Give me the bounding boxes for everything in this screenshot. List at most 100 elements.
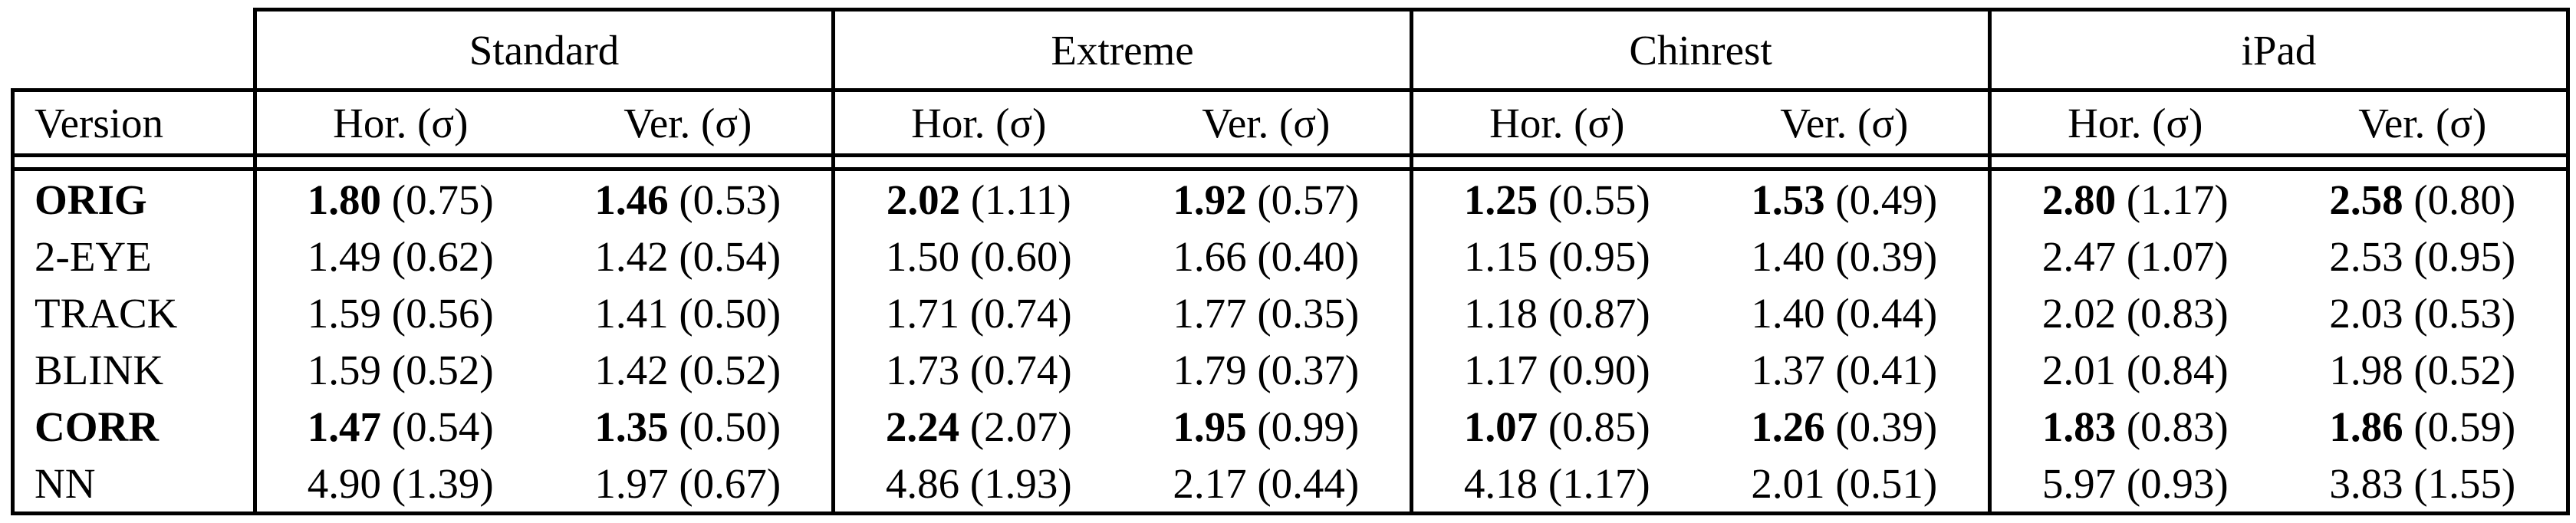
mean-value: 2.01 bbox=[2041, 346, 2117, 393]
value-cell: 2.24 (2.07) bbox=[834, 398, 1123, 455]
mean-value: 2.47 bbox=[2041, 232, 2117, 280]
sigma-value: (1.39) bbox=[381, 459, 494, 507]
corner-cell bbox=[12, 9, 255, 92]
sigma-value: (0.67) bbox=[668, 459, 781, 507]
sigma-value: (0.54) bbox=[381, 403, 494, 450]
value-cell: 1.71 (0.74) bbox=[834, 285, 1123, 341]
sigma-value: (0.44) bbox=[1246, 459, 1360, 507]
sigma-value: (0.93) bbox=[2116, 459, 2229, 507]
group-header-row: Standard Extreme Chinrest iPad bbox=[12, 8, 2571, 92]
sigma-value: (1.07) bbox=[2116, 232, 2229, 280]
sigma-value: (0.44) bbox=[1824, 289, 1938, 337]
table-row: CORR 1.47 (0.54) 1.35 (0.50) 2.24 (2.07) 1.… bbox=[11, 398, 2571, 455]
value-cell: 1.42 (0.52) bbox=[544, 341, 836, 398]
table-row: 2-EYE 1.49 (0.62) 1.42 (0.54) 1.50 (0.60) 1… bbox=[11, 228, 2571, 285]
value-cell: 1.73 (0.74) bbox=[834, 341, 1123, 398]
mean-value: 1.66 bbox=[1173, 232, 1247, 280]
ver-header-extreme: Ver. (σ) bbox=[1122, 90, 1414, 156]
sigma-value: (1.17) bbox=[1538, 459, 1650, 507]
mean-value: 1.25 bbox=[1463, 176, 1538, 223]
mean-value: 2.24 bbox=[885, 403, 960, 450]
table-row: BLINK 1.59 (0.52) 1.42 (0.52) 1.73 (0.74) 1… bbox=[11, 341, 2571, 398]
value-cell: 2.58 (0.80) bbox=[2278, 169, 2571, 228]
sigma-value: (0.83) bbox=[2116, 289, 2229, 337]
mean-value: 1.59 bbox=[307, 289, 382, 337]
sigma-value: (0.87) bbox=[1538, 289, 1650, 337]
version-column-header: Version bbox=[11, 90, 257, 156]
group-header-standard: Standard bbox=[252, 8, 836, 92]
value-cell: 1.53 (0.49) bbox=[1700, 169, 1992, 228]
value-cell: 1.92 (0.57) bbox=[1122, 169, 1414, 228]
value-cell: 1.42 (0.54) bbox=[544, 228, 836, 285]
value-cell: 1.26 (0.39) bbox=[1700, 398, 1992, 455]
value-cell: 1.83 (0.83) bbox=[1990, 398, 2279, 455]
sigma-value: (1.11) bbox=[960, 176, 1071, 223]
sigma-value: (0.40) bbox=[1246, 232, 1360, 280]
mean-value: 1.47 bbox=[307, 403, 382, 450]
sigma-value: (0.62) bbox=[381, 232, 494, 280]
value-cell: 1.80 (0.75) bbox=[255, 169, 544, 229]
sigma-value: (2.07) bbox=[959, 403, 1072, 450]
sigma-value: (0.84) bbox=[2116, 346, 2229, 393]
value-cell: 1.97 (0.67) bbox=[544, 455, 836, 515]
value-cell: 1.59 (0.56) bbox=[255, 285, 544, 341]
mean-value: 1.92 bbox=[1173, 176, 1247, 223]
value-cell: 1.15 (0.95) bbox=[1412, 228, 1701, 285]
value-cell: 1.79 (0.37) bbox=[1122, 341, 1414, 398]
sigma-value: (0.52) bbox=[381, 346, 494, 393]
sigma-value: (0.83) bbox=[2116, 403, 2229, 450]
mean-value: 1.50 bbox=[885, 232, 960, 280]
sigma-value: (0.60) bbox=[959, 232, 1072, 280]
version-label: CORR bbox=[11, 398, 257, 455]
value-cell: 1.37 (0.41) bbox=[1700, 341, 1992, 398]
value-cell: 1.25 (0.55) bbox=[1412, 169, 1701, 229]
mean-value: 2.01 bbox=[1751, 459, 1825, 507]
sigma-value: (1.93) bbox=[959, 459, 1072, 507]
sigma-value: (0.95) bbox=[1538, 232, 1650, 280]
mean-value: 1.40 bbox=[1751, 232, 1825, 280]
version-label: BLINK bbox=[11, 341, 257, 398]
hor-header-ipad: Hor. (σ) bbox=[2068, 99, 2203, 146]
value-cell: 2.47 (1.07) bbox=[1990, 228, 2279, 285]
mean-value: 1.98 bbox=[2329, 346, 2403, 393]
value-cell: 1.35 (0.50) bbox=[544, 398, 836, 455]
mean-value: 2.02 bbox=[886, 176, 961, 223]
version-label: 2-EYE bbox=[11, 228, 257, 285]
sigma-value: (0.52) bbox=[668, 346, 781, 393]
value-cell: 2.53 (0.95) bbox=[2278, 228, 2571, 285]
sigma-value: (0.53) bbox=[2403, 289, 2516, 337]
mean-value: 1.42 bbox=[594, 232, 669, 280]
mean-value: 1.35 bbox=[594, 403, 669, 450]
mean-value: 2.03 bbox=[2329, 289, 2403, 337]
sigma-value: (0.59) bbox=[2403, 403, 2516, 450]
mean-value: 1.37 bbox=[1751, 346, 1825, 393]
version-label: TRACK bbox=[11, 285, 257, 341]
mean-value: 1.26 bbox=[1751, 403, 1825, 450]
sigma-value: (0.99) bbox=[1246, 403, 1360, 450]
mean-value: 2.58 bbox=[2329, 176, 2403, 223]
value-cell: 2.17 (0.44) bbox=[1122, 455, 1414, 515]
value-cell: 1.46 (0.53) bbox=[544, 169, 836, 228]
sigma-value: (0.39) bbox=[1824, 403, 1938, 450]
mean-value: 1.73 bbox=[885, 346, 960, 393]
value-cell: 1.66 (0.40) bbox=[1122, 228, 1414, 285]
mean-value: 1.53 bbox=[1751, 176, 1825, 223]
value-cell: 1.95 (0.99) bbox=[1122, 398, 1414, 455]
sigma-value: (0.85) bbox=[1538, 403, 1650, 450]
hor-header-chinrest: Hor. (σ) bbox=[1489, 99, 1625, 146]
mean-value: 4.86 bbox=[885, 459, 960, 507]
sigma-value: (0.50) bbox=[668, 403, 781, 450]
mean-value: 1.46 bbox=[594, 176, 669, 223]
results-table-container: Standard Extreme Chinrest iPad Version H… bbox=[11, 8, 2571, 515]
mean-value: 1.40 bbox=[1751, 289, 1825, 337]
sigma-value: (1.17) bbox=[2116, 176, 2229, 223]
hor-header-standard: Hor. (σ) bbox=[333, 99, 469, 146]
mean-value: 2.80 bbox=[2041, 176, 2117, 223]
mean-value: 1.97 bbox=[594, 459, 669, 507]
value-cell: 5.97 (0.93) bbox=[1989, 455, 2279, 515]
value-cell: 1.40 (0.39) bbox=[1700, 228, 1992, 285]
sub-header-row: Version Hor. (σ) Ver. (σ) Hor. (σ) Ver. … bbox=[11, 90, 2571, 156]
sigma-value: (0.50) bbox=[668, 289, 781, 337]
mean-value: 1.79 bbox=[1173, 346, 1247, 393]
value-cell: 1.41 (0.50) bbox=[544, 285, 836, 341]
